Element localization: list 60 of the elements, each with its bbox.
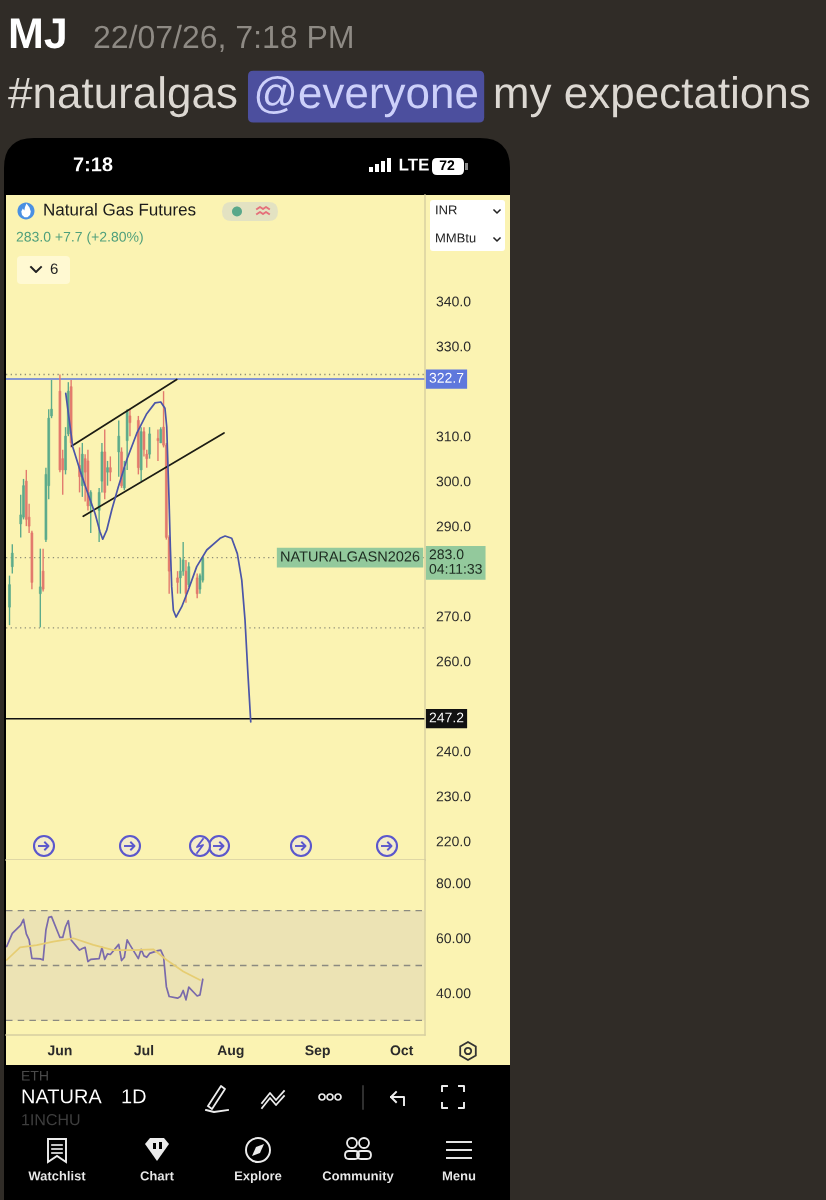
text: MMBtu	[436, 233, 476, 243]
y-tick-label: 240.0	[436, 746, 471, 757]
y-tick-label: 330.0	[436, 341, 471, 352]
text: Chart	[140, 1170, 174, 1181]
line-series	[6, 915, 204, 1001]
text: Watchlist	[28, 1170, 86, 1181]
y-tick-label: 260.0	[436, 656, 471, 667]
x-tick-label: Jun	[47, 1045, 72, 1056]
text: 22/07/26, 7:18 PM	[94, 24, 352, 53]
candlestick	[187, 561, 191, 588]
candlestick	[106, 460, 109, 487]
text: 283.0	[429, 549, 464, 560]
text: INR	[436, 205, 457, 215]
candlestick	[128, 408, 132, 437]
text: Explore	[235, 1170, 282, 1184]
candlestick	[109, 455, 112, 482]
text: 04:11:33	[429, 563, 482, 574]
line-series	[6, 937, 201, 981]
y-tick-label: 310.0	[436, 431, 471, 442]
text: 72	[439, 160, 455, 171]
text: #naturalgas	[8, 76, 237, 118]
text: 283.0 +7.7 (+2.80%)	[16, 231, 143, 245]
text: 1D	[122, 1089, 146, 1104]
text: 1INCHU	[22, 1113, 80, 1126]
ref-line-label: 247.2	[429, 712, 464, 723]
candlestick	[176, 570, 179, 595]
text: NATURA	[22, 1089, 102, 1104]
text: Menu	[442, 1171, 476, 1181]
x-tick-label: Oct	[390, 1045, 414, 1056]
x-tick-label: Sep	[305, 1045, 330, 1059]
line-series	[64, 392, 252, 723]
y-tick-label: 300.0	[436, 476, 471, 487]
candlestick	[117, 419, 121, 478]
y-tick-label: 290.0	[436, 521, 471, 532]
y-tick-label: 80.00	[436, 878, 471, 889]
y-tick-label: 340.0	[436, 296, 471, 307]
text: MJ	[10, 18, 65, 49]
candlestick	[39, 547, 42, 629]
candlestick	[8, 574, 11, 626]
y-tick-label: 220.0	[436, 836, 471, 847]
candlestick	[11, 543, 14, 575]
x-tick-label: Jul	[134, 1045, 154, 1056]
x-tick-label: Aug	[217, 1045, 244, 1059]
y-tick-label: 60.00	[436, 933, 471, 944]
text: @everyone	[256, 76, 477, 118]
ref-line-label: NATURALGASN2026	[281, 551, 420, 562]
y-tick-label: 270.0	[436, 611, 471, 622]
candlestick	[195, 572, 199, 599]
annotation: 6	[50, 263, 58, 275]
text: my expectations	[495, 76, 810, 118]
text: ETH	[22, 1070, 48, 1081]
y-tick-label: 230.0	[436, 791, 471, 802]
candlestick	[120, 446, 123, 489]
candlestick	[148, 426, 151, 460]
ref-line-label: 322.7	[429, 372, 464, 383]
chart-title: Natural Gas Futures	[44, 203, 196, 216]
text: LTE	[399, 158, 429, 171]
text: 7:18	[73, 157, 113, 172]
y-tick-label: 40.00	[436, 988, 471, 999]
text: Community	[322, 1170, 394, 1184]
